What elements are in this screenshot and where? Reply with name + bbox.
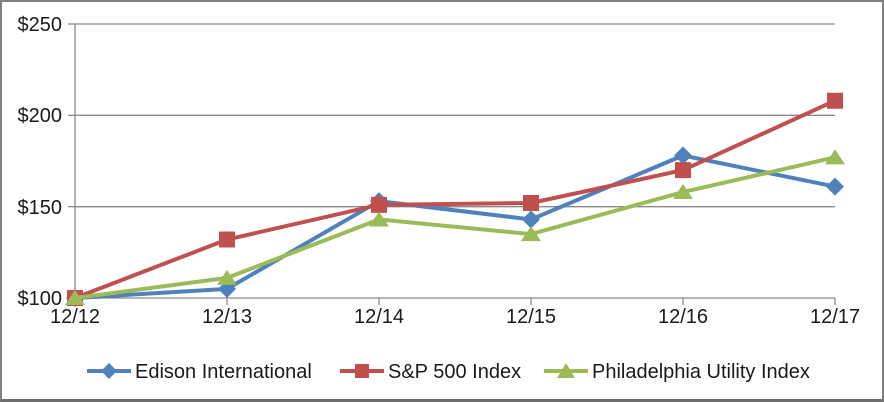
gridlines: [75, 23, 835, 208]
series-line: [74, 155, 836, 300]
y-tick-label: $200: [18, 105, 63, 127]
data-series: [65, 92, 845, 307]
legend-label: S&P 500 Index: [388, 361, 521, 383]
data-point-marker: [371, 196, 387, 213]
data-point-marker: [217, 269, 237, 285]
square-marker-icon: [355, 364, 369, 378]
data-point-marker: [521, 226, 541, 242]
y-tick-label: $250: [18, 14, 63, 36]
series-philadelphia-utility-index: [65, 149, 845, 305]
series-s-p-500-index: [67, 92, 843, 306]
x-tick-label: 12/17: [810, 306, 860, 328]
y-axis-labels: $100 $150 $200 $250: [18, 14, 63, 310]
y-tick-label: $150: [18, 197, 63, 219]
x-tick-label: 12/15: [506, 306, 556, 328]
x-tick-label: 12/16: [658, 306, 708, 328]
legend-label: Edison International: [135, 361, 312, 383]
data-point-marker: [219, 231, 235, 248]
x-tick-label: 12/14: [354, 306, 404, 328]
data-point-marker: [826, 177, 844, 196]
legend-item-sp-500-index: S&P 500 Index: [340, 361, 521, 383]
data-point-marker: [369, 211, 389, 227]
x-tick-label: 12/12: [50, 306, 100, 328]
x-axis-labels: 12/12 12/13 12/14 12/15 12/16 12/17: [50, 306, 860, 328]
data-point-marker: [825, 149, 845, 165]
legend-item-edison-international: Edison International: [87, 361, 312, 383]
data-point-marker: [673, 184, 693, 200]
triangle-marker-icon: [557, 363, 575, 378]
diamond-marker-icon: [101, 363, 117, 379]
data-point-marker: [674, 146, 692, 165]
data-point-marker: [65, 290, 85, 305]
legend-item-philadelphia-utility-index: Philadelphia Utility Index: [544, 361, 810, 383]
x-tick-label: 12/13: [202, 306, 252, 328]
y-tick-label: $100: [18, 288, 63, 310]
legend-label: Philadelphia Utility Index: [592, 361, 810, 383]
data-point-marker: [675, 162, 691, 179]
legend: Edison International S&P 500 Index Phila…: [87, 361, 810, 383]
data-point-marker: [827, 92, 843, 109]
series-line: [74, 98, 836, 300]
data-point-marker: [522, 210, 540, 229]
data-point-marker: [523, 195, 539, 212]
